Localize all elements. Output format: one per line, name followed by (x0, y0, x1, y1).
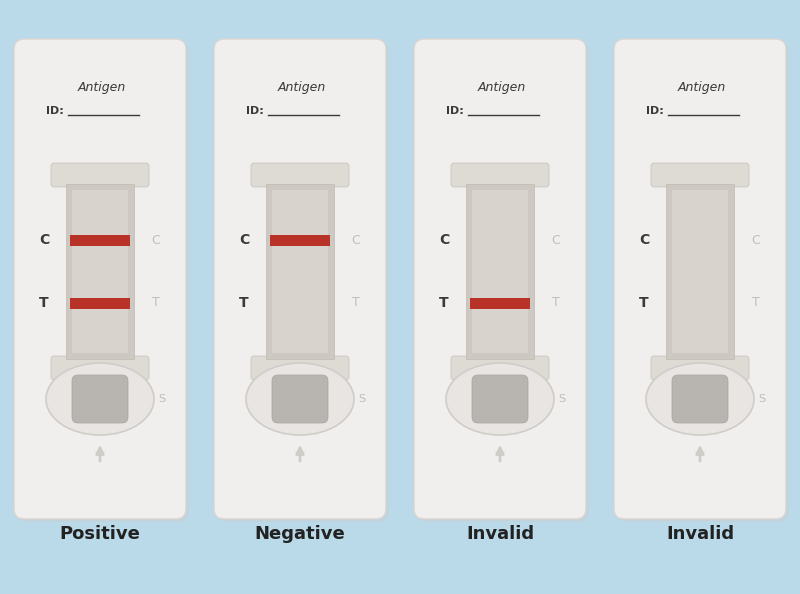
Text: Invalid: Invalid (666, 525, 734, 543)
Text: ID:: ID: (646, 106, 664, 116)
Bar (470, 298, 530, 308)
Text: Positive: Positive (59, 525, 141, 543)
FancyBboxPatch shape (651, 356, 749, 380)
Bar (66, 184, 134, 359)
FancyBboxPatch shape (14, 39, 186, 519)
Text: Invalid: Invalid (466, 525, 534, 543)
Text: T: T (352, 296, 360, 309)
FancyBboxPatch shape (72, 375, 128, 423)
Text: T: T (39, 296, 49, 310)
Text: S: S (758, 394, 766, 404)
Text: Antigen: Antigen (78, 81, 126, 93)
Text: C: C (552, 233, 560, 247)
Bar (666, 184, 734, 359)
FancyBboxPatch shape (251, 163, 349, 187)
Bar (272, 190, 328, 353)
Text: ID:: ID: (46, 106, 64, 116)
Text: T: T (752, 296, 760, 309)
FancyBboxPatch shape (617, 42, 789, 522)
FancyBboxPatch shape (214, 39, 386, 519)
Text: T: T (152, 296, 160, 309)
Text: Antigen: Antigen (678, 81, 726, 93)
FancyBboxPatch shape (672, 375, 728, 423)
Bar (270, 235, 330, 245)
FancyBboxPatch shape (251, 356, 349, 380)
Text: S: S (158, 394, 166, 404)
FancyBboxPatch shape (17, 42, 189, 522)
Ellipse shape (646, 363, 754, 435)
Text: C: C (752, 233, 760, 247)
Bar (70, 298, 130, 308)
Text: C: C (439, 233, 449, 247)
FancyBboxPatch shape (417, 42, 589, 522)
FancyBboxPatch shape (651, 163, 749, 187)
Text: T: T (239, 296, 249, 310)
Ellipse shape (446, 363, 554, 435)
Text: C: C (639, 233, 649, 247)
FancyBboxPatch shape (217, 42, 389, 522)
Text: C: C (352, 233, 360, 247)
FancyBboxPatch shape (472, 375, 528, 423)
Text: Antigen: Antigen (478, 81, 526, 93)
Text: Negative: Negative (254, 525, 346, 543)
Text: T: T (439, 296, 449, 310)
Text: S: S (358, 394, 366, 404)
Text: S: S (558, 394, 566, 404)
Bar (72, 190, 128, 353)
FancyBboxPatch shape (414, 39, 586, 519)
Text: C: C (39, 233, 49, 247)
FancyBboxPatch shape (272, 375, 328, 423)
Bar (466, 184, 534, 359)
Text: T: T (552, 296, 560, 309)
Bar (472, 190, 528, 353)
Text: C: C (239, 233, 249, 247)
Bar (672, 190, 728, 353)
Ellipse shape (46, 363, 154, 435)
FancyBboxPatch shape (51, 356, 149, 380)
Text: Antigen: Antigen (278, 81, 326, 93)
FancyBboxPatch shape (51, 163, 149, 187)
Ellipse shape (246, 363, 354, 435)
Text: T: T (639, 296, 649, 310)
Bar (70, 235, 130, 245)
FancyBboxPatch shape (451, 163, 549, 187)
Text: ID:: ID: (246, 106, 264, 116)
Text: C: C (152, 233, 160, 247)
Bar (266, 184, 334, 359)
FancyBboxPatch shape (451, 356, 549, 380)
FancyBboxPatch shape (614, 39, 786, 519)
Text: ID:: ID: (446, 106, 464, 116)
